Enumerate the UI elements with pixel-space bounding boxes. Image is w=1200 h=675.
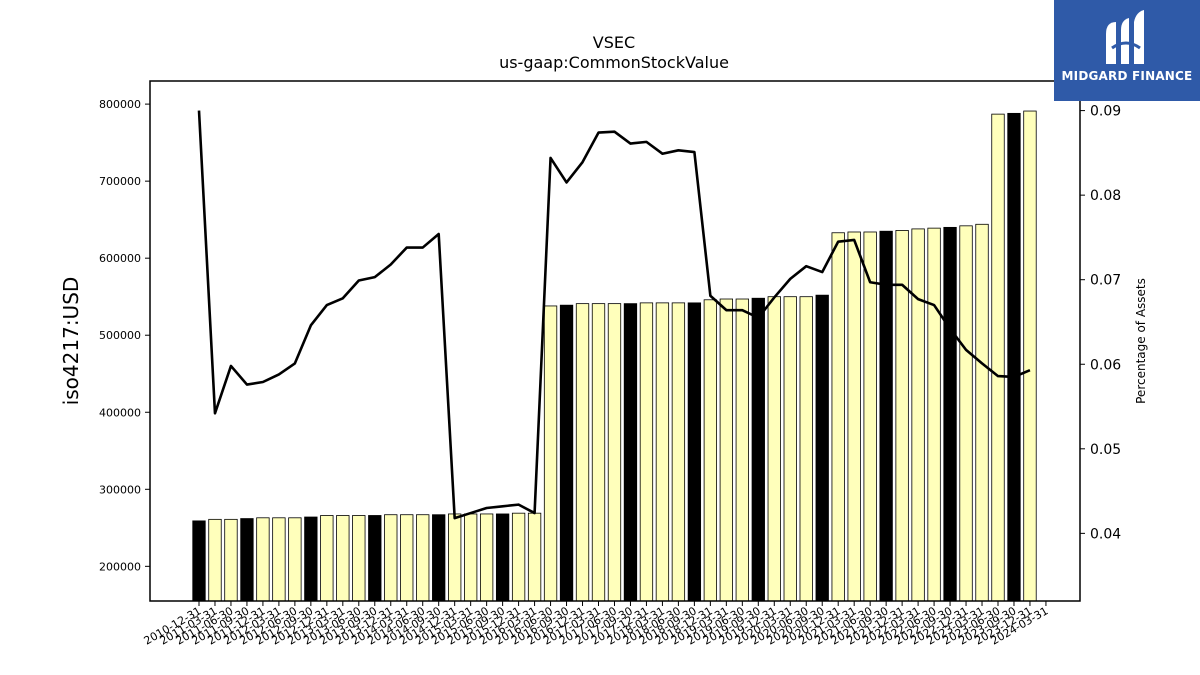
bar (815, 294, 829, 602)
y-tick-label: 400000 (99, 406, 141, 419)
y2-tick-label: 0.08 (1090, 188, 1121, 204)
bar (352, 515, 366, 602)
brand-logo-box: MIDGARD FINANCE (1054, 0, 1200, 101)
bar (927, 227, 941, 602)
bar (623, 303, 638, 602)
chart-subtitle: us-gaap:CommonStockValue (499, 53, 729, 72)
bar (304, 516, 318, 602)
bar (671, 302, 686, 602)
bar (272, 517, 286, 602)
bar (432, 514, 446, 602)
y2-tick-label: 0.05 (1090, 442, 1121, 458)
bar (975, 223, 989, 602)
bar (847, 231, 861, 602)
bar (368, 515, 382, 602)
y-axis-label: iso4217:USD (59, 277, 83, 406)
y-tick-label: 800000 (99, 98, 141, 111)
bar (575, 303, 590, 602)
bar (1023, 110, 1037, 602)
bar (464, 513, 478, 602)
bar (591, 303, 606, 602)
bar (400, 514, 414, 602)
y2-tick-label: 0.06 (1090, 357, 1121, 373)
bar (559, 304, 574, 602)
plot-frame (149, 80, 1081, 602)
bar (511, 512, 526, 602)
bar (831, 232, 845, 602)
bar (607, 303, 622, 602)
bars-layer (192, 110, 1037, 602)
y2-axis-label: Percentage of Assets (1134, 278, 1148, 404)
y-tick-label: 700000 (99, 175, 141, 188)
bar (1007, 112, 1021, 602)
y-tick-label: 200000 (99, 560, 141, 573)
bar (288, 517, 302, 602)
bar (256, 517, 270, 602)
bar (527, 512, 542, 602)
bar (448, 513, 462, 602)
percentage-of-assets-line (197, 110, 1031, 520)
bar (703, 299, 718, 602)
bar (687, 302, 702, 602)
y-tick-label: 500000 (99, 329, 141, 342)
bar (208, 518, 222, 602)
bar (655, 302, 670, 602)
bar (224, 518, 238, 602)
bar (192, 520, 206, 602)
bar (384, 514, 398, 602)
x-axis: 2010-12-312011-03-312011-06-302011-09-30… (142, 601, 1050, 648)
bar (336, 515, 350, 602)
bar (911, 228, 925, 602)
bar (735, 298, 749, 602)
y-axis-right: 0.04 0.05 0.06 0.07 0.08 0.09 (1080, 104, 1121, 542)
bar (863, 231, 877, 602)
bar (719, 298, 733, 602)
line-layer (197, 110, 1031, 520)
bar (416, 514, 430, 602)
bar (751, 297, 765, 602)
brand-name: MIDGARD FINANCE (1061, 69, 1193, 83)
y2-tick-label: 0.04 (1090, 526, 1121, 542)
y-tick-label: 600000 (99, 252, 141, 265)
y2-tick-label: 0.07 (1090, 273, 1121, 289)
y-tick-label: 300000 (99, 483, 141, 496)
chart-title: VSEC (593, 33, 635, 52)
bar (959, 225, 973, 602)
midgard-m-logo-icon (1106, 10, 1144, 64)
bar (767, 296, 781, 602)
bar (639, 302, 654, 602)
bar (943, 226, 957, 602)
y-axis-left: 200000 300000 400000 500000 600000 700000 8000… (99, 98, 150, 573)
bar (543, 305, 558, 602)
bar (879, 230, 893, 602)
bar (479, 513, 494, 602)
bar (991, 113, 1005, 602)
bar (799, 296, 813, 602)
bar (320, 515, 334, 602)
bar (783, 296, 797, 602)
bar (495, 513, 510, 602)
y2-tick-label: 0.09 (1090, 104, 1121, 120)
bar (240, 518, 254, 602)
